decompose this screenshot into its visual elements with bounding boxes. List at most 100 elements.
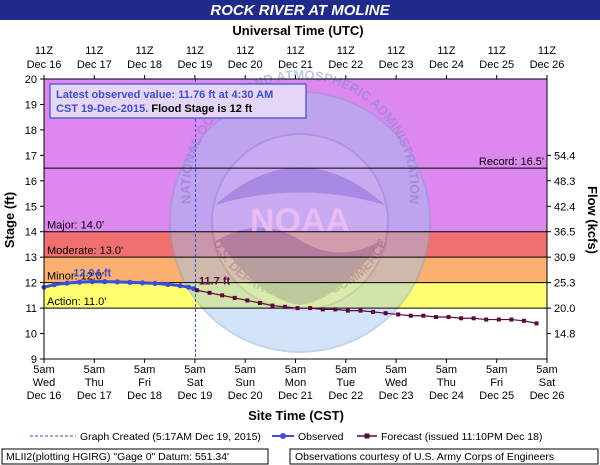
x-tick-time: 5am (184, 364, 205, 376)
level-label-action: Action: 11.0' (47, 296, 106, 308)
x2-tick-date: Dec 22 (328, 59, 363, 71)
x2-tick-time: 11Z (387, 45, 405, 57)
forecast-point (270, 303, 275, 308)
observed-point (165, 281, 171, 288)
flood-zones (44, 79, 547, 359)
observed-point (139, 280, 146, 286)
footer-courtesy: Observations courtesy of U.S. Army Corps… (295, 451, 554, 463)
flow-tick-label: 36.5 (554, 227, 575, 239)
info-box-line2: CST 19-Dec-2015. Flood Stage is 12 ft (56, 103, 253, 115)
forecast-point (496, 317, 501, 322)
bottom-axis-title: Site Time (CST) (248, 408, 344, 423)
x2-tick-date: Dec 23 (379, 59, 414, 71)
x2-tick-date: Dec 21 (278, 59, 313, 71)
x-tick-day: Wed (385, 377, 407, 389)
x-tick-time: 5am (385, 364, 406, 376)
forecast-point (433, 315, 438, 319)
legend-forecast-marker (364, 433, 370, 439)
level-label-moderate: Moderate: 13.0' (47, 245, 123, 257)
legend: Graph Created (5:17AM Dec 19, 2015) Obse… (30, 431, 542, 443)
x-tick-time: 5am (33, 364, 54, 376)
observed-peak-label: 12.04 ft (73, 268, 111, 280)
footer-courtesy-box (289, 448, 599, 465)
x-tick-day: Thu (437, 377, 456, 389)
y-tick-label: 10 (25, 329, 37, 341)
x-tick-date: Dec 23 (379, 390, 414, 402)
y-tick-label: 15 (25, 201, 37, 213)
forecast-point (471, 316, 476, 321)
info-box-line1: Latest observed value: 11.76 ft at 4:30 … (56, 89, 273, 101)
flow-tick-label: 25.3 (554, 278, 575, 290)
forecast-point (320, 307, 325, 312)
x-tick-day: Wed (33, 377, 55, 389)
observed-point (102, 279, 108, 285)
level-label-minor: Minor: 12.0' (47, 271, 104, 283)
watermark-bird-shape (215, 167, 385, 205)
x2-tick-time: 11Z (286, 45, 304, 57)
x-tick-time: 5am (134, 364, 155, 376)
x-tick-day: Mon (285, 377, 306, 389)
x2-tick-time: 11Z (337, 45, 355, 57)
right-axis-title: Flow (kcfs) (585, 186, 600, 254)
x2-tick-time: 11Z (538, 45, 556, 57)
moderate-zone (44, 257, 547, 283)
x-tick-date: Dec 24 (429, 390, 464, 402)
forecast-point (421, 313, 426, 318)
observed-point (186, 284, 192, 290)
observed-point (89, 279, 95, 285)
flow-tick-label: 14.8 (554, 329, 575, 341)
forecast-point (220, 293, 225, 298)
forecast-point (383, 311, 388, 316)
x-tick-date: Dec 17 (77, 390, 112, 402)
x-tick-time: 5am (335, 364, 356, 376)
x-tick-date: Dec 21 (278, 390, 313, 402)
x-tick-day: Fri (490, 377, 503, 389)
forecast-point (534, 321, 539, 326)
x2-tick-date: Dec 20 (228, 59, 263, 71)
forecast-point (295, 306, 300, 311)
forecast-point (358, 308, 363, 313)
x2-tick-time: 11Z (236, 45, 254, 57)
observed-point (64, 280, 70, 286)
x2-tick-date: Dec 16 (27, 59, 62, 71)
forecast-point (232, 295, 237, 300)
forecast-point (245, 298, 250, 303)
flow-tick-label: 42.4 (554, 201, 575, 213)
x-tick-time: 5am (486, 364, 507, 376)
y-tick-label: 18 (25, 125, 37, 137)
flow-tick-label: 20.0 (554, 303, 575, 315)
forecast-point (194, 288, 199, 293)
y-tick-label: 9 (31, 354, 37, 366)
x-tick-day: Thu (85, 377, 104, 389)
x2-tick-time: 11Z (186, 45, 204, 57)
flow-tick-label: 54.4 (554, 150, 575, 162)
y-tick-label: 20 (25, 74, 37, 86)
axes-layer: 9 10 11 12 13 14 15 16 17 18 19 20 14.8 20.0 25.3 30.9 3… (25, 45, 576, 402)
watermark-center-text: NOAA (250, 202, 350, 240)
forecast-point (207, 290, 212, 295)
x2-tick-time: 11Z (35, 45, 53, 57)
level-label-major: Major: 14.0' (47, 220, 104, 232)
observed-point (77, 279, 83, 285)
x2-tick-date: Dec 24 (429, 59, 464, 71)
x-tick-date: Dec 19 (177, 390, 212, 402)
info-box-line2-date: CST 19-Dec-2015. (56, 103, 148, 115)
x-tick-day: Fri (138, 377, 151, 389)
legend-observed-label: Observed (298, 431, 344, 443)
minor-zone (44, 282, 547, 309)
y-tick-label: 11 (26, 303, 37, 315)
x-tick-date: Dec 22 (328, 390, 363, 402)
forecast-point (408, 313, 413, 318)
legend-graph-created-label: Graph Created (5:17AM Dec 19, 2015) (80, 431, 261, 443)
x2-tick-date: Dec 25 (479, 59, 514, 71)
y-tick-label: 12 (25, 278, 37, 290)
top-axis-title: Universal Time (UTC) (232, 23, 363, 38)
forecast-point (396, 312, 401, 317)
x-tick-day: Sat (187, 377, 204, 389)
flow-tick-label: 48.3 (554, 176, 575, 188)
x2-tick-time: 11Z (488, 45, 506, 57)
info-box-line2-flood-stage: Flood Stage is 12 ft (148, 103, 252, 115)
forecast-line (196, 289, 537, 324)
footer-datum: MLII2(plotting HGIRG) "Gage 0" Datum: 55… (6, 451, 229, 463)
